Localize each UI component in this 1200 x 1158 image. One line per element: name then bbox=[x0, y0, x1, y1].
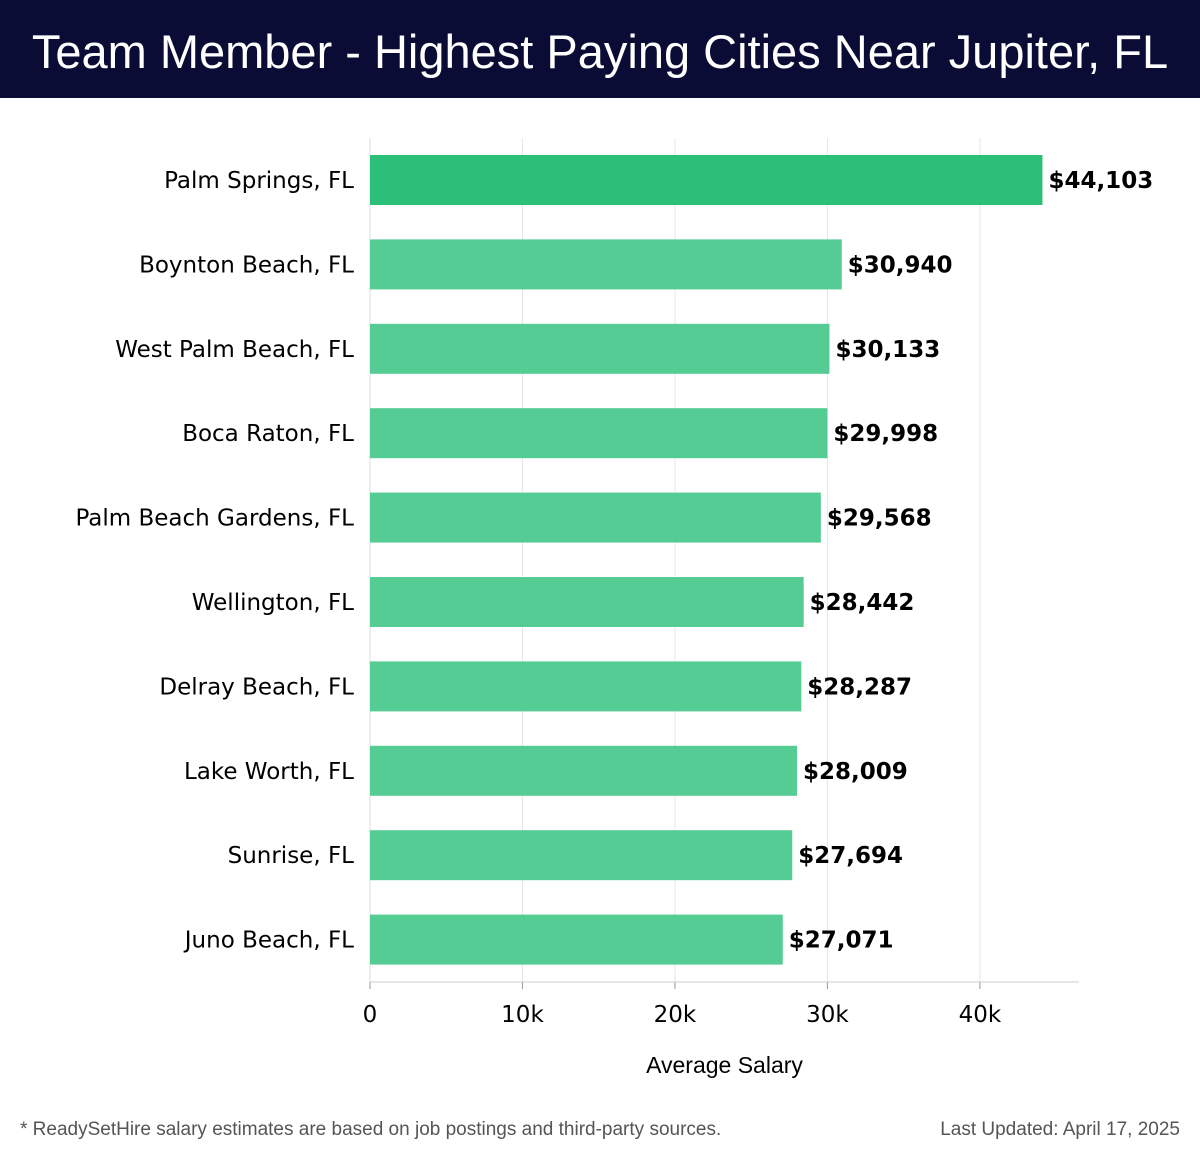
x-axis-title: Average Salary bbox=[646, 1052, 803, 1078]
x-tick-label: 30k bbox=[806, 1002, 849, 1028]
category-label: Boca Raton, FL bbox=[182, 421, 354, 447]
footer-note: * ReadySetHire salary estimates are base… bbox=[20, 1119, 722, 1140]
bar bbox=[370, 155, 1043, 205]
value-label: $27,071 bbox=[789, 928, 894, 954]
value-label: $30,940 bbox=[848, 252, 953, 278]
bar bbox=[370, 914, 783, 965]
salary-bar-chart: 0 10k 20k 30k 40k Palm Springs, FL $44,103 Boyn… bbox=[75, 138, 1153, 1078]
x-tick-label: 10k bbox=[501, 1002, 544, 1028]
chart-header: Team Member - Highest Paying Cities Near… bbox=[0, 0, 1200, 98]
bar bbox=[370, 830, 793, 881]
value-label: $44,103 bbox=[1048, 168, 1153, 194]
bar bbox=[370, 492, 821, 543]
x-tick-label: 0 bbox=[363, 1002, 378, 1028]
category-label: West Palm Beach, FL bbox=[115, 337, 354, 363]
bar bbox=[370, 408, 828, 459]
value-label: $27,694 bbox=[798, 843, 903, 869]
category-label: Palm Springs, FL bbox=[164, 168, 354, 194]
value-label: $29,568 bbox=[827, 506, 932, 532]
bar bbox=[370, 323, 830, 374]
value-label: $29,998 bbox=[833, 421, 938, 447]
value-label: $30,133 bbox=[835, 337, 940, 363]
category-label: Palm Beach Gardens, FL bbox=[75, 506, 354, 532]
bar bbox=[370, 239, 842, 290]
bar bbox=[370, 577, 804, 627]
bar bbox=[370, 745, 798, 796]
value-label: $28,442 bbox=[810, 590, 915, 616]
x-tick-label: 40k bbox=[959, 1002, 1002, 1028]
x-tick-label: 20k bbox=[654, 1002, 697, 1028]
category-label: Delray Beach, FL bbox=[159, 674, 354, 700]
last-updated: Last Updated: April 17, 2025 bbox=[940, 1119, 1180, 1140]
category-label: Boynton Beach, FL bbox=[139, 252, 354, 278]
bar bbox=[370, 661, 802, 712]
category-label: Sunrise, FL bbox=[228, 843, 355, 869]
chart-title: Team Member - Highest Paying Cities Near… bbox=[31, 25, 1169, 78]
value-label: $28,009 bbox=[803, 759, 908, 785]
value-label: $28,287 bbox=[807, 674, 912, 700]
category-label: Lake Worth, FL bbox=[184, 759, 354, 785]
category-label: Juno Beach, FL bbox=[183, 928, 354, 954]
category-label: Wellington, FL bbox=[192, 590, 354, 616]
